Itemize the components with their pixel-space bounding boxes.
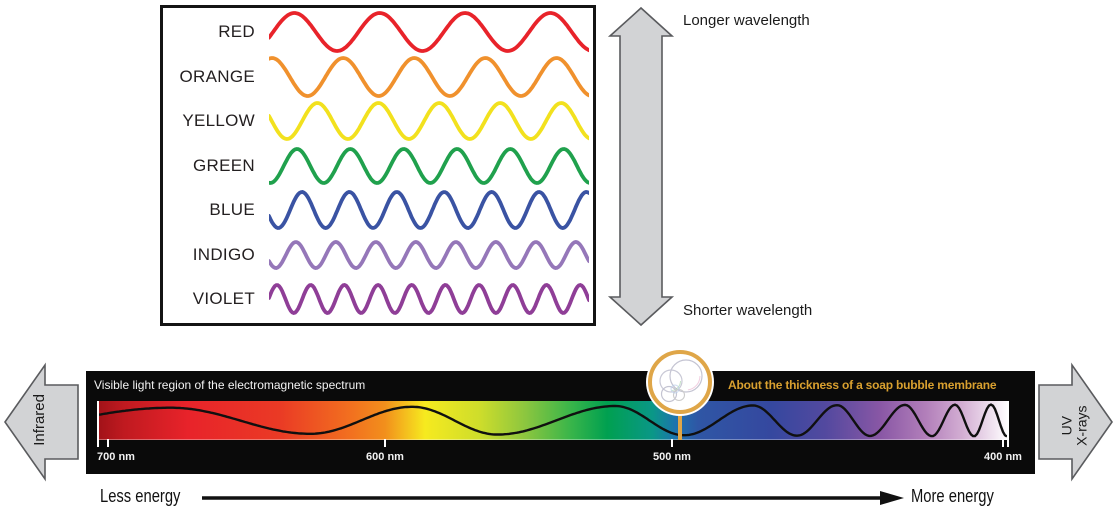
soap-bubble-magnifier-icon [648, 350, 712, 414]
yellow-wave-icon [269, 101, 589, 141]
wave-row-indigo: INDIGO [163, 233, 593, 277]
blue-wave-icon [269, 190, 589, 230]
wave-row-violet: VIOLET [163, 277, 593, 321]
wavelength-double-arrow-icon [607, 6, 675, 327]
spectrum-edge-line [97, 401, 99, 447]
wave-row-green: GREEN [163, 144, 593, 188]
wavelength-tick-label: 400 nm [984, 451, 1022, 463]
uv-label-line2: X-rays [1073, 405, 1089, 446]
shorter-wavelength-label: Shorter wavelength [683, 302, 813, 319]
wavelength-tick [107, 439, 109, 447]
infrared-label: Infrared [31, 394, 49, 446]
uv-xrays-label: UV X-rays [1058, 366, 1089, 486]
spectrum-title: Visible light region of the electromagne… [94, 378, 366, 392]
visible-colors-wave-box: RED ORANGE YELLOW GREEN BLUE INDIGO VIOLET [160, 5, 596, 326]
wave-row-red: RED [163, 10, 593, 54]
wave-color-label: ORANGE [179, 66, 255, 86]
energy-arrow-icon [202, 491, 904, 505]
spectrum-edge-line [1007, 401, 1009, 447]
soap-bubble-annotation: About the thickness of a soap bubble mem… [728, 378, 997, 392]
indigo-wave-icon [269, 239, 589, 270]
infrared-arrow-icon [4, 362, 79, 482]
wavelength-tick [1002, 439, 1004, 447]
bubble-pointer-line [678, 410, 682, 440]
wave-row-blue: BLUE [163, 188, 593, 232]
more-energy-label: More energy [911, 486, 994, 506]
uv-label-line1: UV [1058, 415, 1075, 436]
wave-color-label: RED [218, 22, 255, 41]
chirp-wave [97, 403, 1008, 438]
violet-wave-icon [269, 282, 589, 316]
longer-wavelength-label: Longer wavelength [683, 12, 810, 29]
wavelength-tick [384, 439, 386, 447]
green-wave-icon [269, 146, 589, 185]
wave-row-orange: ORANGE [163, 55, 593, 99]
wavelength-tick-label: 600 nm [366, 451, 404, 463]
wave-color-label: GREEN [193, 155, 255, 175]
uv-xrays-arrow-icon [1038, 362, 1113, 482]
wave-color-label: VIOLET [192, 289, 255, 308]
visible-spectrum-panel: Visible light region of the electromagne… [86, 371, 1035, 474]
wavelength-tick-label: 700 nm [97, 451, 135, 463]
wave-row-yellow: YELLOW [163, 99, 593, 143]
less-energy-label: Less energy [100, 486, 181, 506]
wave-color-label: BLUE [209, 200, 255, 219]
orange-wave-icon [269, 55, 589, 98]
wavelength-tick-label: 500 nm [653, 451, 691, 463]
spectrum-gradient-strip [97, 401, 1008, 440]
soap-bubbles-icon [659, 359, 703, 403]
wave-color-label: YELLOW [182, 111, 255, 130]
red-wave-icon [269, 11, 589, 53]
wavelength-tick [671, 439, 673, 447]
wave-color-label: INDIGO [192, 244, 255, 264]
